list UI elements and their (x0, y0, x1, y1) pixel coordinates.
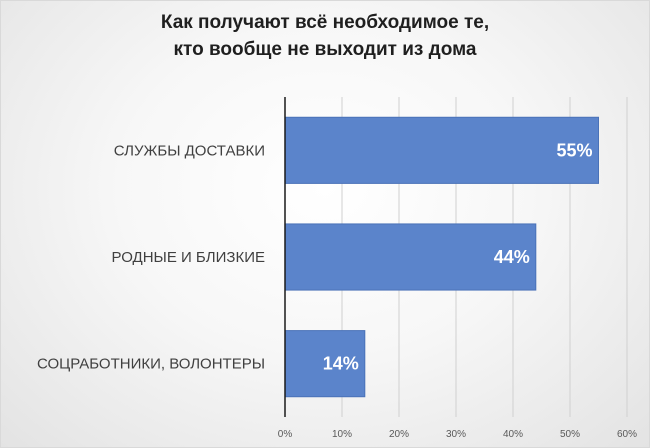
bar-1 (284, 116, 599, 184)
x-tick-label-30: 30% (446, 429, 466, 440)
category-label-1: СЛУЖБЫ ДОСТАВКИ (114, 142, 265, 159)
chart-title-line-1: Как получают всё необходимое те, (160, 12, 490, 33)
bar-3 (284, 330, 366, 398)
x-tick-label-40: 40% (503, 429, 523, 440)
category-label-2: РОДНЫЕ И БЛИЗКИЕ (112, 249, 265, 266)
x-tick-label-60: 60% (617, 429, 637, 440)
category-label-3: СОЦРАБОТНИКИ, ВОЛОНТЕРЫ (37, 356, 265, 373)
x-tick-label-50: 50% (560, 429, 580, 440)
x-tick-label-20: 20% (389, 429, 409, 440)
chart-title: Как получают всё необходимое те, кто воо… (1, 9, 649, 63)
data-label-2: 44% (494, 247, 530, 267)
x-tick-label-0: 0% (278, 429, 293, 440)
data-label-3: 14% (323, 354, 359, 374)
data-label-1: 55% (556, 140, 592, 160)
x-tick-label-10: 10% (332, 429, 352, 440)
chart-title-line-2: кто вообще не выходит из дома (173, 39, 477, 60)
